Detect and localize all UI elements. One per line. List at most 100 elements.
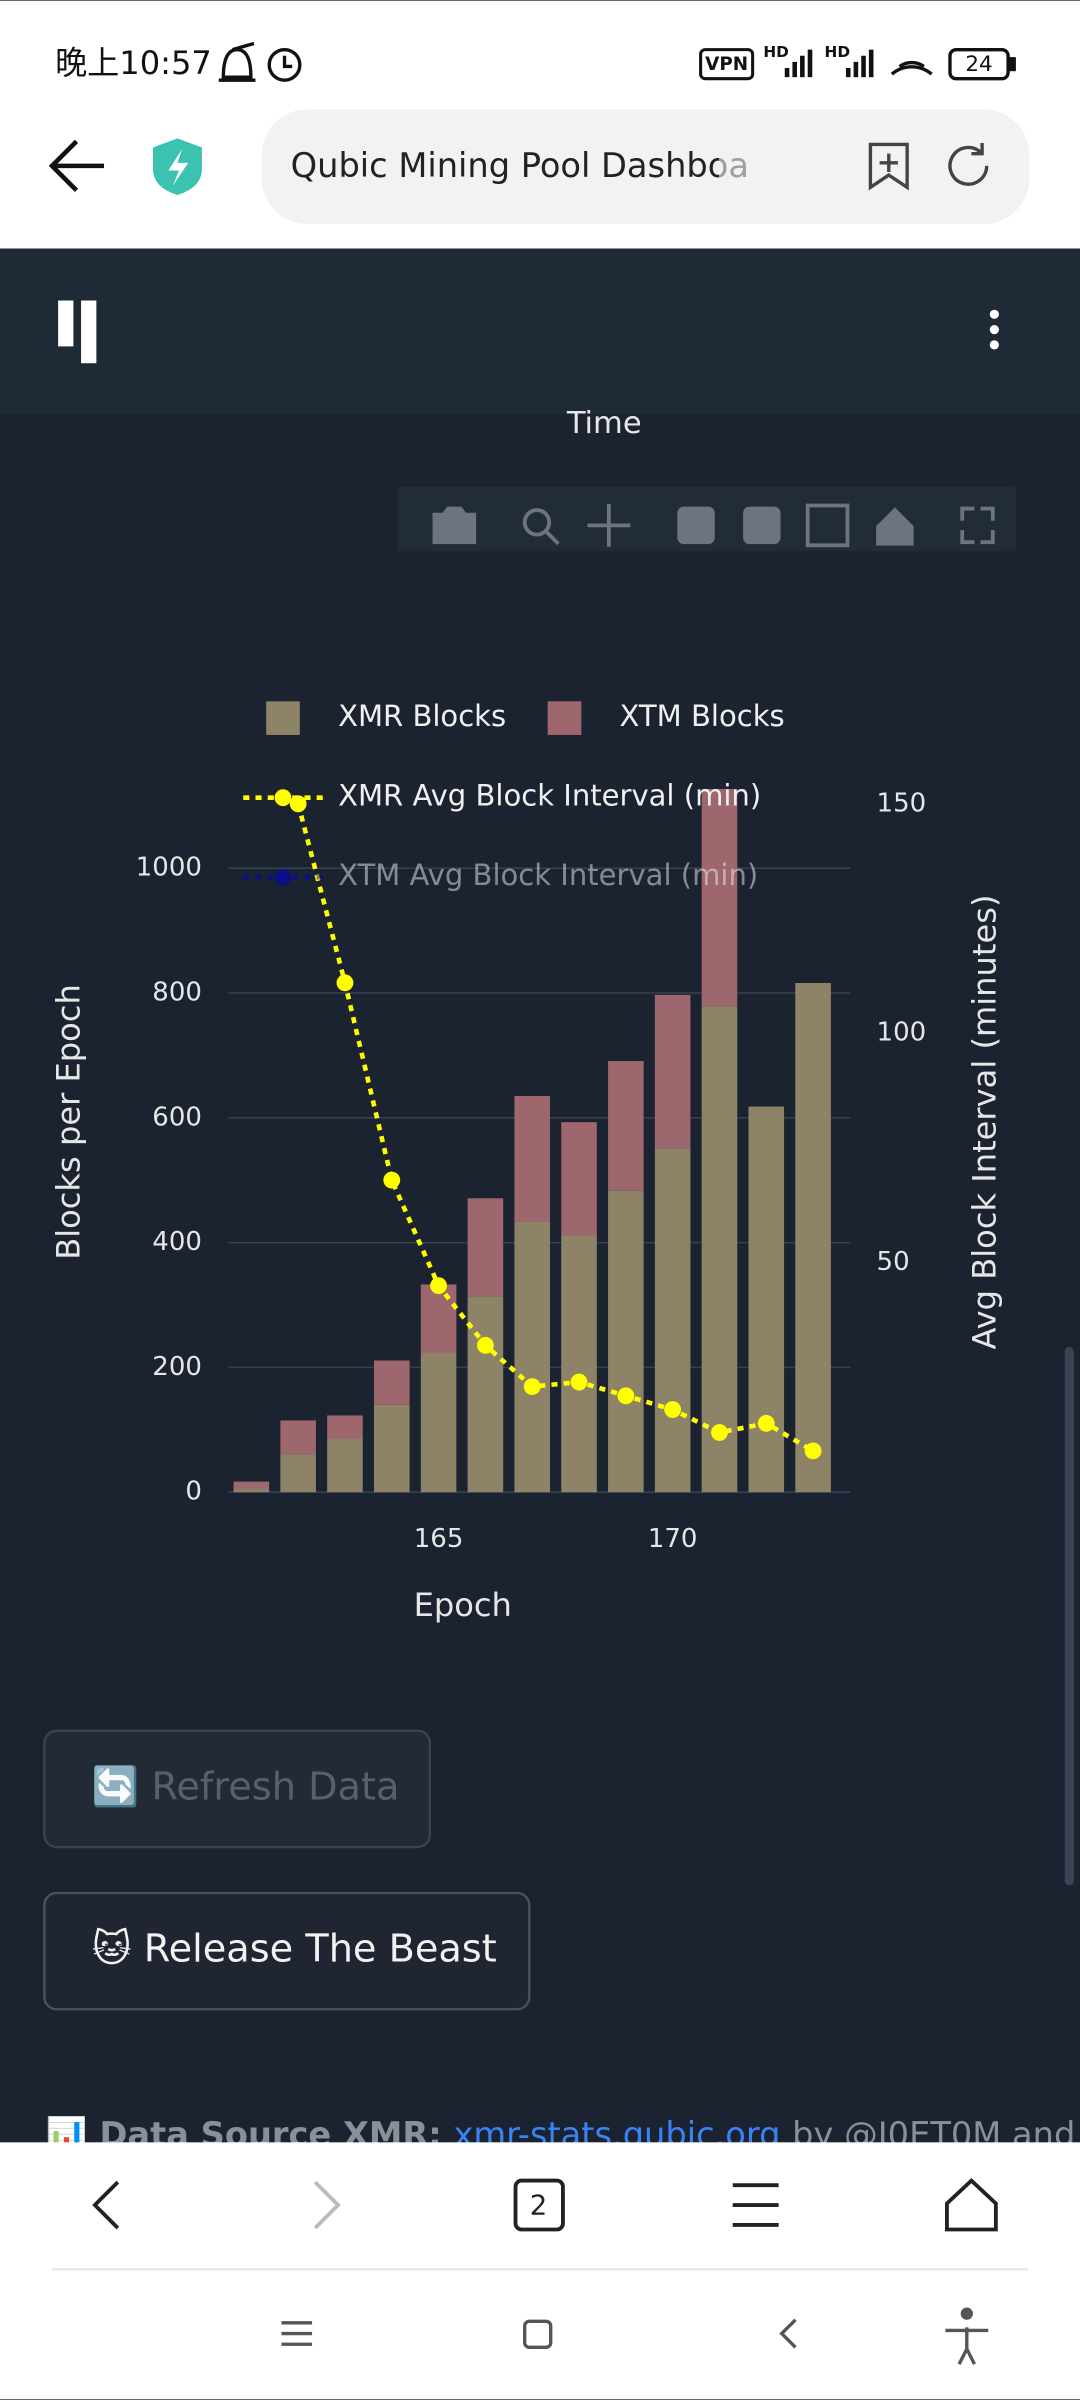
bar: [280, 1454, 316, 1493]
point: [476, 1336, 494, 1354]
legend-label: XMR Avg Block Interval (min): [338, 779, 761, 813]
bottom-nav: [0, 2142, 1080, 2400]
zoom-in-button[interactable]: [677, 506, 715, 545]
y2-tick-label: 100: [877, 1018, 927, 1048]
bar: [701, 788, 738, 1007]
legend-label: XMR Blocks: [338, 699, 506, 733]
axis-title: Time: [566, 406, 642, 441]
point: [617, 1387, 635, 1405]
bar: [327, 1438, 363, 1493]
bar: [561, 1122, 597, 1236]
x-tick-label: 170: [648, 1524, 698, 1554]
legend-swatch: [547, 701, 582, 735]
bar: [561, 1235, 597, 1493]
nav-home[interactable]: [945, 2177, 998, 2232]
app-logo: [81, 300, 97, 364]
url-fade: [718, 123, 827, 212]
sys-menu[interactable]: [281, 2321, 313, 2346]
bar: [233, 1481, 270, 1490]
battery-level: 24: [965, 52, 992, 77]
y2-axis-title: Avg Block Interval (minutes): [966, 895, 1004, 1350]
sys-accessibility[interactable]: [945, 2327, 989, 2365]
sys-accessibility-head: [960, 2307, 973, 2320]
signal-label: HD: [763, 43, 788, 61]
sys-back[interactable]: [779, 2318, 797, 2349]
zoom-button[interactable]: [522, 508, 552, 537]
bar: [701, 1006, 738, 1493]
point: [430, 1277, 448, 1295]
bar: [280, 1420, 316, 1455]
y-axis-title: Blocks per Epoch: [49, 984, 87, 1260]
sys-home[interactable]: [523, 2319, 553, 2349]
point: [711, 1424, 728, 1441]
y-tick-label: 800: [152, 978, 202, 1008]
reload-button[interactable]: [948, 142, 989, 186]
chart: 0 200 400 600 800 1000 50 100 150 165 170 Epoch Bloc…: [49, 699, 1003, 1624]
back-button[interactable]: [48, 139, 105, 192]
legend-swatch: [266, 701, 300, 735]
bar: [420, 1284, 457, 1354]
autoscale-button[interactable]: [805, 503, 850, 548]
refresh-button-label: 🔄 Refresh Data: [92, 1764, 400, 1809]
point: [383, 1171, 401, 1189]
app-logo[interactable]: [58, 300, 74, 347]
bar: [467, 1198, 504, 1297]
zoom-button: [544, 530, 560, 546]
url-bar[interactable]: [261, 109, 1030, 225]
x-axis-title: Epoch: [414, 1586, 512, 1624]
url-text: Qubic Mining Pool Dashboa: [291, 146, 749, 185]
shield-bolt: [168, 149, 189, 186]
bar: [373, 1404, 410, 1493]
y-tick-label: 400: [152, 1227, 202, 1257]
pan-button[interactable]: [587, 503, 631, 547]
bar: [654, 1148, 691, 1493]
nav-forward[interactable]: [313, 2180, 341, 2230]
bar: [467, 1296, 504, 1493]
point: [336, 974, 354, 992]
zoom-out-button[interactable]: [743, 506, 781, 545]
status-icons: [218, 41, 1016, 82]
menu-button[interactable]: [989, 309, 999, 350]
vpn-label: VPN: [705, 54, 748, 75]
scrollbar: [1064, 1346, 1074, 1886]
nav-tabs[interactable]: [513, 2178, 565, 2232]
y-tick-label: 600: [152, 1102, 202, 1132]
status-time: 晚上10:57: [55, 44, 212, 82]
bar: [420, 1353, 457, 1493]
refresh-button[interactable]: [43, 1729, 432, 1849]
fullscreen-button[interactable]: [960, 506, 995, 545]
bar: [514, 1095, 551, 1222]
legend-swatch: [274, 868, 292, 886]
beast-button-label: 🐱 Release The Beast: [92, 1928, 497, 1972]
bar: [233, 1489, 270, 1493]
point: [664, 1401, 682, 1418]
legend-label: XTM Blocks: [620, 699, 785, 733]
bar: [373, 1360, 410, 1405]
bar: [748, 1106, 785, 1493]
reset-button[interactable]: [876, 507, 914, 546]
y-tick-label: 0: [185, 1477, 202, 1507]
bar: [654, 994, 691, 1149]
bar: [514, 1221, 551, 1493]
bar: [327, 1415, 363, 1439]
tab-count: 2: [530, 2190, 548, 2222]
y-tick-label: 1000: [136, 853, 202, 883]
bar: [608, 1061, 644, 1191]
signal-bars: [784, 49, 874, 78]
y2-tick-label: 150: [877, 788, 927, 818]
nav-back[interactable]: [92, 2180, 120, 2230]
point: [570, 1373, 588, 1391]
bookmark-button[interactable]: [868, 142, 909, 191]
vpn-badge: [699, 48, 755, 81]
legend-label: XTM Avg Block Interval (min): [338, 858, 758, 892]
bar: [608, 1190, 644, 1493]
camera-button[interactable]: [432, 506, 477, 545]
point: [757, 1414, 775, 1432]
nav-menu[interactable]: [732, 2183, 779, 2227]
bar: [795, 983, 831, 1493]
y-tick-label: 200: [152, 1352, 202, 1382]
x-tick-label: 165: [414, 1524, 464, 1554]
point: [523, 1378, 541, 1396]
beast-button[interactable]: [43, 1891, 531, 2011]
